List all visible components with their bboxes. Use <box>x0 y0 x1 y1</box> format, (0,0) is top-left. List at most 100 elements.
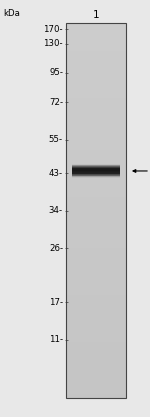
Bar <box>72 171 120 174</box>
Bar <box>72 175 120 178</box>
Bar <box>66 121 126 126</box>
Bar <box>66 206 126 211</box>
Bar <box>72 166 120 168</box>
Text: 72-: 72- <box>49 98 63 107</box>
Bar <box>66 239 126 244</box>
Bar <box>66 60 126 65</box>
Bar <box>66 23 126 28</box>
Bar <box>66 23 126 398</box>
Bar <box>66 244 126 248</box>
Bar <box>66 389 126 394</box>
Bar <box>66 140 126 145</box>
Bar <box>66 88 126 93</box>
Bar <box>66 178 126 183</box>
Bar <box>66 361 126 365</box>
Text: 26-: 26- <box>49 244 63 253</box>
Text: 34-: 34- <box>49 206 63 215</box>
Bar <box>66 314 126 319</box>
Bar <box>66 103 126 108</box>
Text: 11-: 11- <box>49 335 63 344</box>
Bar <box>66 192 126 196</box>
Bar <box>66 201 126 206</box>
Bar <box>66 163 126 168</box>
Bar <box>66 79 126 84</box>
Bar <box>66 276 126 281</box>
Bar <box>72 168 120 174</box>
Bar <box>72 168 120 171</box>
Bar <box>66 281 126 286</box>
Bar <box>66 234 126 239</box>
Bar <box>72 166 120 168</box>
Bar <box>66 136 126 140</box>
Bar <box>72 167 120 170</box>
Bar <box>66 56 126 60</box>
Bar <box>66 112 126 117</box>
Bar <box>66 168 126 173</box>
Bar <box>66 65 126 70</box>
Bar <box>72 173 120 176</box>
Bar <box>72 175 120 177</box>
Bar <box>66 211 126 215</box>
Bar <box>66 384 126 389</box>
Bar <box>72 165 120 168</box>
Bar <box>66 126 126 131</box>
Bar <box>66 253 126 257</box>
Bar <box>66 262 126 267</box>
Bar <box>72 171 120 173</box>
Bar <box>66 84 126 88</box>
Bar <box>66 117 126 121</box>
Bar <box>66 309 126 314</box>
Bar <box>66 187 126 192</box>
Bar <box>72 171 120 174</box>
Bar <box>66 271 126 276</box>
Bar <box>66 347 126 351</box>
Bar <box>66 337 126 342</box>
Bar <box>66 215 126 220</box>
Bar <box>66 37 126 42</box>
Bar <box>66 248 126 253</box>
Bar <box>66 342 126 347</box>
Bar <box>72 168 120 171</box>
Bar <box>66 131 126 136</box>
Bar <box>72 172 120 175</box>
Bar <box>66 267 126 271</box>
Bar <box>66 351 126 356</box>
Bar <box>72 168 120 171</box>
Bar <box>66 225 126 229</box>
Text: 170-: 170- <box>43 25 63 34</box>
Bar <box>66 319 126 323</box>
Bar <box>66 159 126 163</box>
Bar <box>66 46 126 51</box>
Bar <box>66 300 126 304</box>
Bar <box>66 33 126 37</box>
Bar <box>66 98 126 103</box>
Bar <box>72 164 120 167</box>
Bar <box>72 174 120 177</box>
Bar <box>66 356 126 361</box>
Bar <box>66 220 126 225</box>
Bar <box>72 174 120 176</box>
Bar <box>66 173 126 178</box>
Text: 130-: 130- <box>43 39 63 48</box>
Text: 1: 1 <box>93 10 99 20</box>
Bar <box>66 394 126 398</box>
Bar <box>72 166 120 169</box>
Bar <box>72 167 120 170</box>
Bar <box>72 170 120 173</box>
Bar <box>66 333 126 337</box>
Bar <box>66 286 126 290</box>
Bar <box>72 173 120 176</box>
Bar <box>72 169 120 172</box>
Bar <box>66 379 126 384</box>
Bar <box>66 196 126 201</box>
Bar <box>66 28 126 33</box>
Bar <box>72 172 120 175</box>
Text: 95-: 95- <box>49 68 63 78</box>
Bar <box>66 258 126 262</box>
Bar <box>66 323 126 328</box>
Bar <box>66 365 126 370</box>
Bar <box>66 93 126 98</box>
Bar <box>66 370 126 375</box>
Text: 55-: 55- <box>49 135 63 144</box>
Bar <box>66 108 126 112</box>
